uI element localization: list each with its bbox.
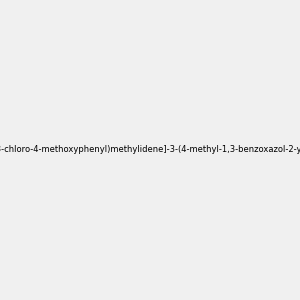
Text: N-[(E)-(3-chloro-4-methoxyphenyl)methylidene]-3-(4-methyl-1,3-benzoxazol-2-yl)an: N-[(E)-(3-chloro-4-methoxyphenyl)methyli… [0, 146, 300, 154]
